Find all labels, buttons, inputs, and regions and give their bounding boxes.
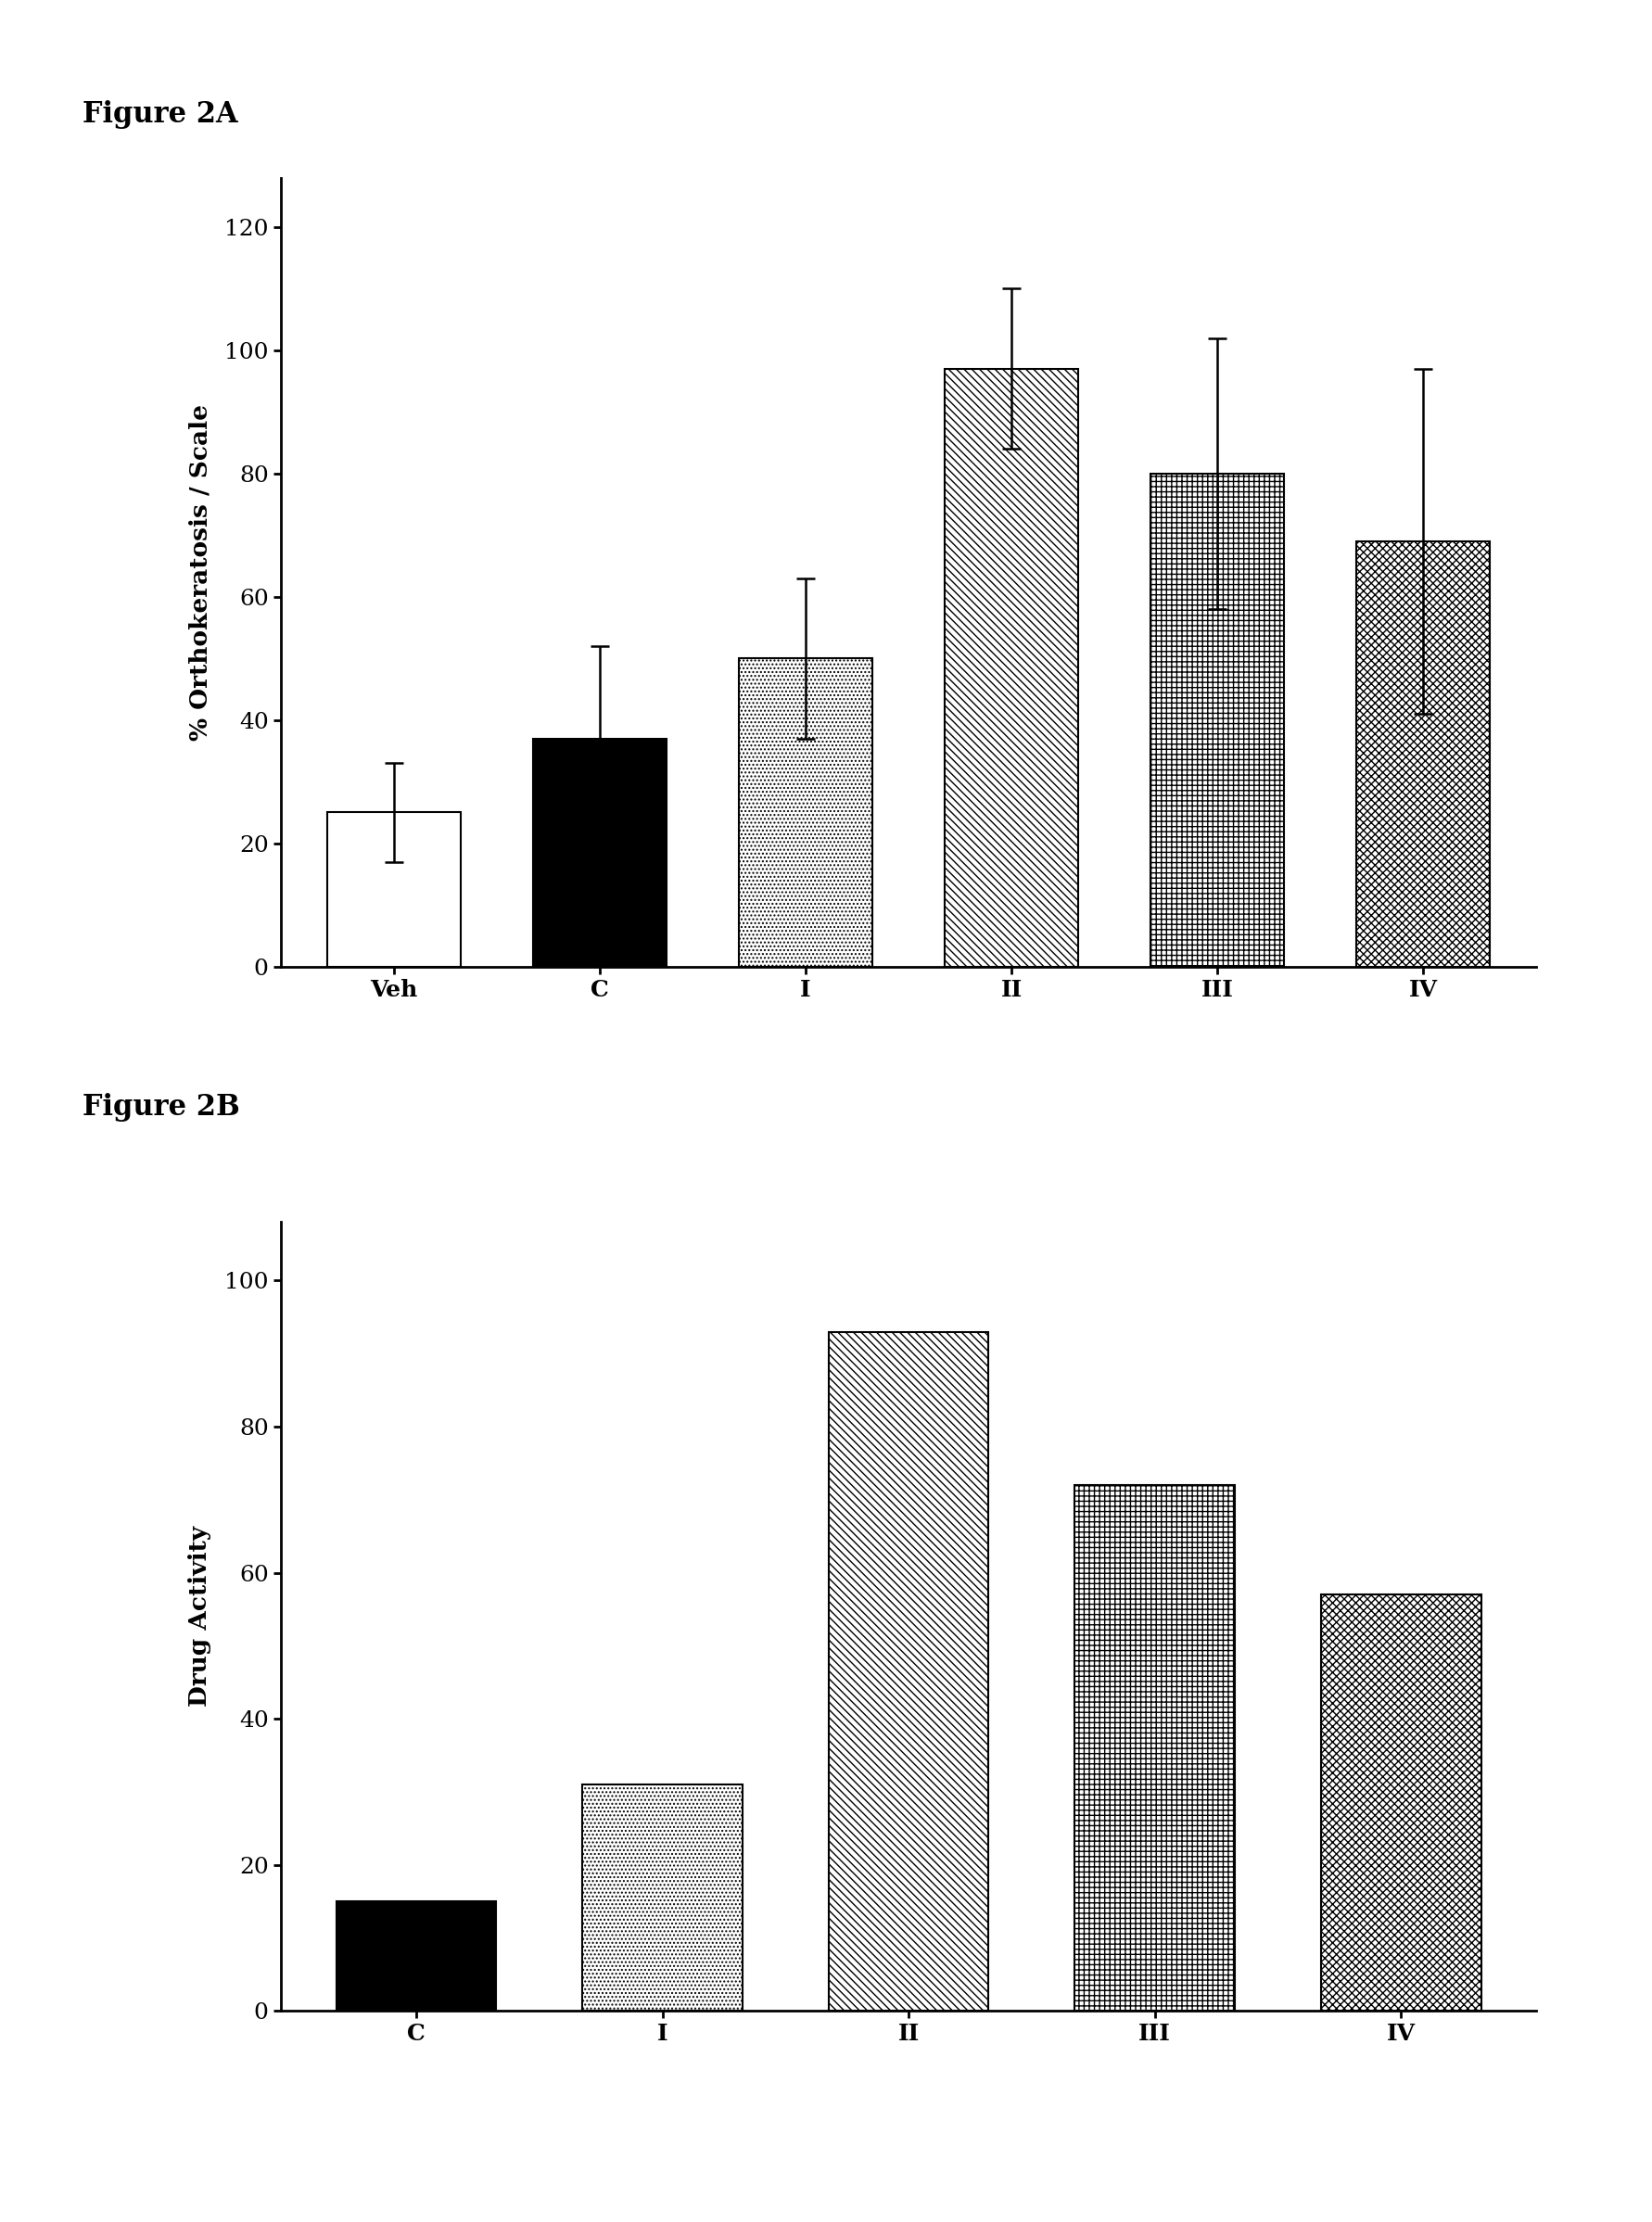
Bar: [327, 813, 461, 967]
Bar: [337, 1902, 496, 2011]
Bar: [945, 369, 1079, 967]
Bar: [1150, 473, 1284, 967]
Bar: [1322, 1595, 1480, 2011]
Bar: [738, 658, 872, 967]
Text: Figure 2A: Figure 2A: [83, 100, 238, 129]
Bar: [1356, 542, 1490, 967]
Bar: [583, 1784, 742, 2011]
Y-axis label: Drug Activity: Drug Activity: [188, 1527, 211, 1706]
Text: Figure 2B: Figure 2B: [83, 1093, 240, 1122]
Bar: [1075, 1484, 1234, 2011]
Bar: [829, 1331, 988, 2011]
Y-axis label: % Orthokeratosis / Scale: % Orthokeratosis / Scale: [188, 404, 211, 740]
Bar: [534, 738, 667, 967]
